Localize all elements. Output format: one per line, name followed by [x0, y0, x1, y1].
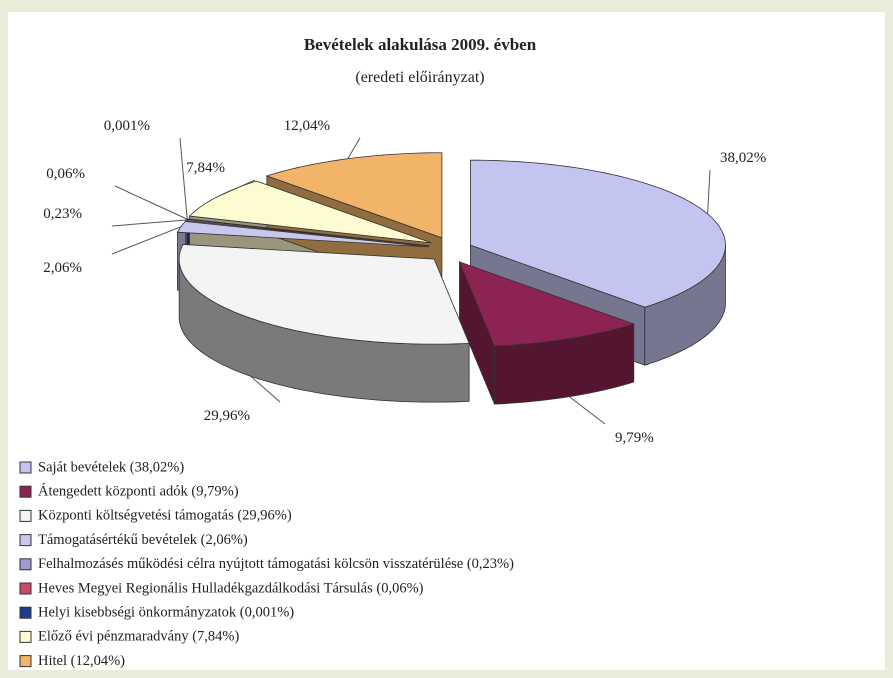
legend-swatch: [19, 534, 32, 547]
slice-label: 0,001%: [104, 118, 150, 134]
slice-label: 0,06%: [46, 166, 85, 182]
slice-label: 7,84%: [186, 160, 225, 176]
leader-line: [707, 169, 711, 214]
leader-line: [347, 137, 361, 159]
slice: [265, 152, 443, 239]
legend-label: Hitel (12,04%): [38, 653, 125, 669]
legend-swatch: [19, 655, 32, 668]
chart-title: Bevételek alakulása 2009. évben: [304, 35, 537, 54]
slice-label: 2,06%: [43, 260, 82, 276]
legend-swatch: [19, 630, 32, 643]
legend-swatch: [19, 558, 32, 571]
legend-swatch: [19, 461, 32, 474]
slice-label: 9,79%: [615, 430, 654, 446]
legend-swatch: [19, 582, 32, 595]
leader-line: [114, 185, 188, 220]
slice-label: 38,02%: [720, 150, 766, 166]
legend-label: Támogatásértékű bevételek (2,06%): [38, 532, 248, 548]
leader-line: [111, 219, 187, 227]
legend-label: Átengedett központi adók (9,79%): [38, 483, 239, 500]
slice: [186, 218, 430, 247]
legend-swatch: [19, 606, 32, 619]
legend-label: Saját bevételek (38,02%): [38, 459, 184, 475]
slice: [176, 221, 429, 248]
legend-label: Központi költségvetési támogatás (29,96%…: [38, 508, 292, 524]
leader-line: [568, 396, 606, 425]
legend-label: Előző évi pénzmaradvány (7,84%): [38, 629, 239, 645]
slice-label: 0,23%: [43, 206, 82, 222]
legend-label: Helyi kisebbségi önkormányzatok (0,001%): [38, 605, 294, 621]
legend-swatch: [19, 485, 32, 498]
legend-swatch: [19, 509, 32, 522]
slice-label: 12,04%: [284, 118, 330, 134]
chart-subtitle: (eredeti előirányzat): [355, 69, 484, 86]
slice: [458, 261, 636, 347]
slice-label: 29,96%: [204, 408, 250, 424]
leader-line: [111, 226, 182, 255]
legend-label: Heves Megyei Regionális Hulladékgazdálko…: [38, 580, 424, 596]
leader-line: [216, 179, 256, 198]
leader-line: [250, 375, 281, 403]
leader-line: [179, 137, 188, 219]
legend-label: Felhalmozásés működési célra nyújtott tá…: [38, 556, 514, 572]
slice: [178, 244, 470, 345]
